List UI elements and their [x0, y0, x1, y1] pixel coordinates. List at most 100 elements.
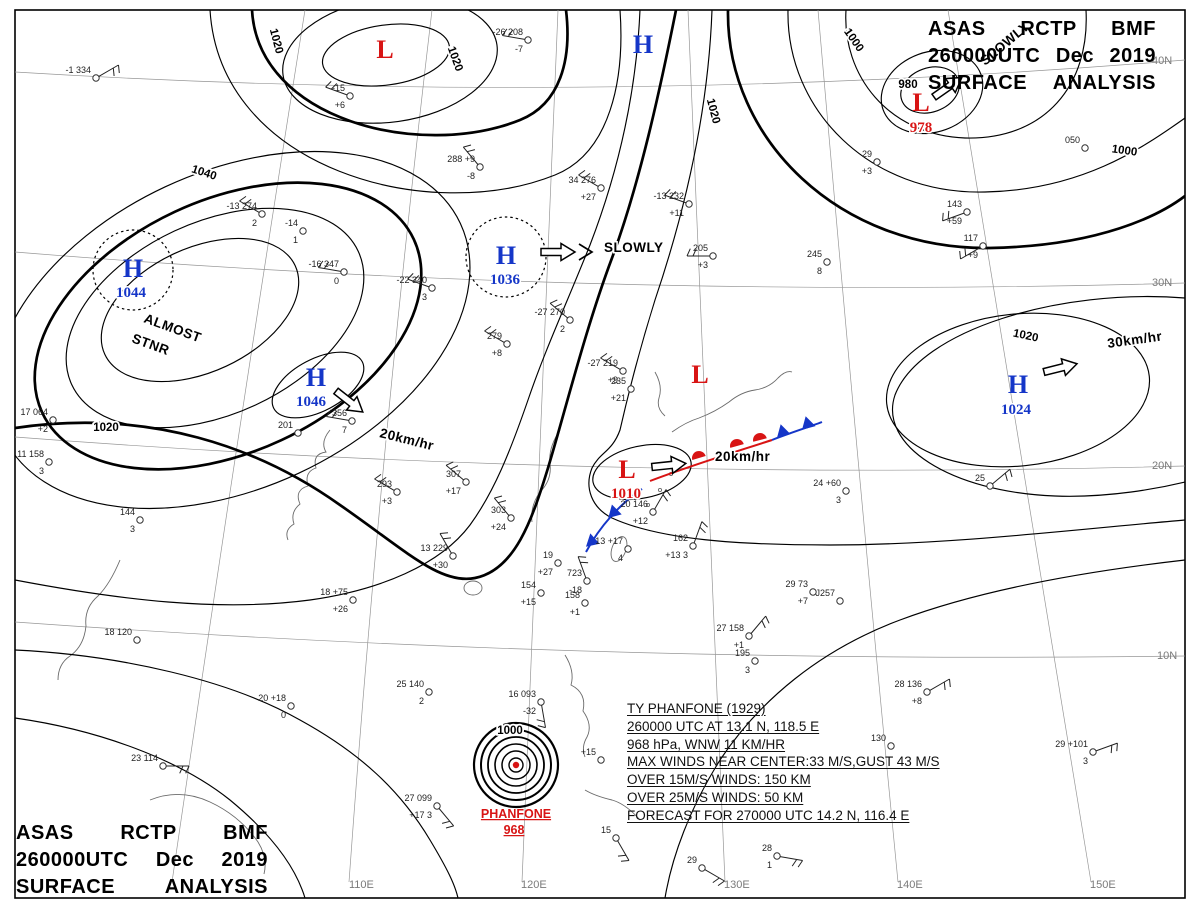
wind-barb-icon: [239, 195, 260, 213]
station-plot: 25 140 2: [396, 679, 433, 706]
wind-barb-icon: [484, 325, 505, 343]
station-plot: 17 064 +2: [20, 407, 57, 434]
wind-barb-icon: [704, 869, 725, 887]
station-circle-icon: [462, 478, 470, 486]
latitude-label: 30N: [1152, 277, 1172, 289]
station-circle-icon: [136, 516, 144, 524]
station-value: +27: [538, 567, 553, 577]
station-value: 205: [693, 243, 708, 253]
isobar-value-label: 1020: [704, 97, 722, 125]
station-circle-icon: [836, 597, 844, 605]
wind-barb-icon: [578, 169, 599, 187]
station-value: -15: [332, 83, 345, 93]
stationary-front-warm-segment: [649, 439, 773, 482]
station-value: +12: [633, 516, 648, 526]
station-value: +59: [947, 216, 962, 226]
station-value: 34 276: [568, 175, 596, 185]
station-plot: 23 114: [131, 753, 190, 774]
movement-arrow: [1041, 354, 1080, 381]
station-plot: 205 +3: [686, 243, 717, 270]
station-plot: 723 -18: [567, 556, 591, 595]
station-value: -1 334: [65, 65, 91, 75]
wind-barb-icon: [992, 468, 1013, 485]
station-circle-icon: [597, 756, 605, 764]
station-circle-icon: [425, 688, 433, 696]
station-circle-icon: [986, 482, 994, 490]
wind-barb-icon: [407, 273, 430, 288]
station-value: +15: [581, 747, 596, 757]
station-circle-icon: [287, 702, 295, 710]
station-circle-icon: [619, 367, 627, 375]
wind-barb-icon: [325, 409, 349, 421]
station-circle-icon: [685, 200, 693, 208]
station-value: 130: [871, 733, 886, 743]
wind-barb-icon: [664, 189, 687, 204]
title-block-top-right: ASAS RCTP BMF 260000UTC Dec 2019 SURFACE…: [928, 16, 1156, 97]
station-circle-icon: [689, 542, 697, 550]
station-circle-icon: [566, 316, 574, 324]
typhoon-info-line: OVER 15M/S WINDS: 150 KM: [627, 772, 811, 788]
longitude-label: 110E: [349, 879, 374, 891]
warm-front-symbol: [753, 433, 767, 442]
station-value: 0: [281, 710, 286, 720]
station-value: +21: [611, 393, 626, 403]
station-circle-icon: [581, 599, 589, 607]
wind-barb-icon: [317, 260, 341, 272]
station-circle-icon: [49, 416, 57, 424]
station-value: +26: [333, 604, 348, 614]
station-value: 1: [293, 235, 298, 245]
typhoon-info-line: FORECAST FOR 270000 UTC 14.2 N, 116.4 E: [627, 807, 910, 823]
isobar-value-label: 1040: [190, 163, 218, 182]
station-circle-icon: [507, 514, 515, 522]
wind-barb-icon: [501, 28, 525, 40]
coordinate-labels: 40N 30N 20N 10N 110E 120E 130E 140E 150E: [349, 55, 1177, 891]
station-circle-icon: [809, 588, 817, 596]
station-plot: -15 +6: [325, 81, 354, 110]
station-plot: 154 +15: [521, 580, 545, 607]
station-value: +3: [382, 496, 392, 506]
station-plot: 235 +21: [611, 376, 635, 403]
longitude-label: 150E: [1090, 879, 1116, 891]
station-value: +24: [491, 522, 506, 532]
station-plot: 144 3: [120, 507, 144, 534]
station-value: +27: [581, 192, 596, 202]
station-value: -32: [523, 706, 536, 716]
title-line: 260000UTC Dec 2019: [16, 849, 268, 871]
wind-barb-icon: [445, 461, 464, 481]
wind-barb-icon: [374, 473, 395, 491]
station-value: +8: [912, 696, 922, 706]
station-value: +17 3: [409, 810, 432, 820]
station-plot: -14 1: [285, 218, 307, 245]
station-value: -26 208: [492, 27, 523, 37]
station-value: 245: [807, 249, 822, 259]
wind-barb-icon: [438, 808, 455, 829]
cold-front-symbol: [777, 424, 791, 438]
station-plot: 15: [601, 825, 630, 862]
map-annotation: SLOWLY: [604, 240, 664, 255]
pressure-center-letter: L: [376, 35, 393, 64]
wind-barb-icon: [536, 705, 546, 729]
station-plot: 356 7: [325, 408, 356, 435]
station-plot: -26 208 -7: [492, 27, 532, 54]
station-value: +30: [433, 560, 448, 570]
station-value: -27 270: [534, 307, 565, 317]
station-circle-icon: [1089, 748, 1097, 756]
title-block-bottom-left: ASAS RCTP BMF 260000UTC Dec 2019 SURFACE…: [16, 820, 268, 901]
station-value: 7: [342, 425, 347, 435]
station-value: 4: [618, 553, 623, 563]
station-plot: J257: [815, 588, 844, 605]
station-plot: 18 120: [104, 627, 141, 644]
station-value: -16 347: [308, 259, 339, 269]
station-plot: 279 +8: [484, 325, 511, 358]
station-value: 20 +18: [258, 693, 286, 703]
isobar-value-label: 980: [898, 79, 917, 91]
station-circle-icon: [823, 258, 831, 266]
station-value: 117: [964, 233, 978, 243]
station-circle-icon: [537, 589, 545, 597]
station-plot: 11 158 3: [17, 449, 53, 476]
station-value: +7: [798, 596, 808, 606]
station-plot: -13 232 +11: [653, 189, 693, 218]
isobar-value-label: 1000: [1111, 143, 1138, 158]
station-value: 29 73: [785, 579, 808, 589]
